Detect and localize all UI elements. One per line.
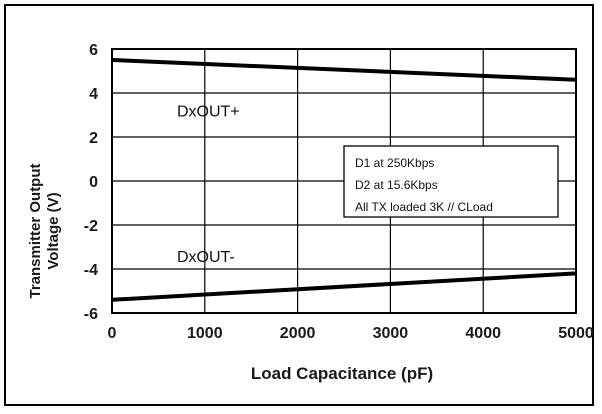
y-tick-label: -4: [84, 262, 98, 279]
series-line-dxout-plus: [111, 58, 577, 82]
x-tick-label: 1000: [187, 325, 223, 342]
y-tick-label: 6: [89, 42, 98, 59]
x-tick-label: 2000: [280, 325, 316, 342]
legend-line-1: D1 at 250Kbps: [355, 156, 434, 170]
x-axis-label: Load Capacitance (pF): [251, 364, 433, 383]
figure-frame: [4, 4, 594, 406]
x-tick-label: 3000: [373, 325, 409, 342]
annotation-label: DxOUT+: [177, 104, 240, 121]
annotations: DxOUT+ DxOUT-: [177, 104, 240, 266]
y-axis-label-line-2: Voltage (V): [45, 192, 62, 269]
series-lines: [111, 58, 577, 302]
x-tick-label: 4000: [465, 325, 501, 342]
y-tick-label: 0: [89, 174, 98, 191]
y-tick-label: -2: [84, 218, 98, 235]
y-tick-label: 4: [89, 86, 98, 103]
plot-border: [111, 48, 577, 314]
y-tick-labels: 6 4 2 0 -2 -4 -6: [84, 42, 98, 323]
x-tick-label: 0: [108, 325, 117, 342]
legend-line-2: D2 at 15.6Kbps: [355, 178, 438, 192]
y-axis-label: Transmitter Output Voltage (V): [27, 163, 62, 298]
annotation-label: DxOUT-: [177, 249, 235, 266]
legend-box: D1 at 250Kbps D2 at 15.6Kbps All TX load…: [343, 145, 559, 218]
x-tick-label: 5000: [558, 325, 594, 342]
series-line-dxout-minus: [111, 271, 577, 302]
legend-line-3: All TX loaded 3K // CLoad: [355, 200, 493, 214]
x-tick-labels: 0 1000 2000 3000 4000 5000: [108, 325, 594, 342]
y-tick-label: 2: [89, 130, 98, 147]
y-tick-label: -6: [84, 306, 98, 323]
y-axis-label-line-1: Transmitter Output: [27, 163, 44, 298]
